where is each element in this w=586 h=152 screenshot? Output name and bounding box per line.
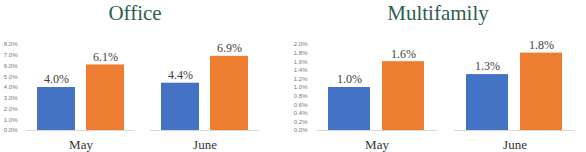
svg-text:6.0%: 6.0% (4, 63, 18, 69)
svg-text:4.0%: 4.0% (44, 72, 69, 86)
svg-text:May: May (365, 137, 389, 152)
svg-text:0.0%: 0.0% (4, 127, 18, 133)
svg-text:1.4%: 1.4% (294, 67, 308, 73)
svg-text:2.0%: 2.0% (294, 41, 308, 47)
svg-text:8.0%: 8.0% (4, 41, 18, 47)
svg-text:1.6%: 1.6% (294, 59, 308, 65)
html-text:Office: Office (108, 1, 162, 25)
svg-text:0.4%: 0.4% (294, 110, 308, 116)
svg-text:June: June (503, 137, 527, 152)
svg-text:7.0%: 7.0% (4, 52, 18, 58)
svg-text:1.8%: 1.8% (294, 50, 308, 56)
svg-text:3.0%: 3.0% (4, 95, 18, 101)
svg-text:1.6%: 1.6% (391, 47, 416, 61)
svg-text:1.0%: 1.0% (4, 117, 18, 123)
svg-text:5.0%: 5.0% (4, 74, 18, 80)
svg-text:0.0%: 0.0% (294, 127, 308, 133)
svg-text:4.4%: 4.4% (168, 68, 193, 82)
svg-text:6.1%: 6.1% (93, 50, 118, 64)
svg-text:2.0%: 2.0% (4, 106, 18, 112)
svg-text:4.0%: 4.0% (4, 84, 18, 90)
svg-text:1.2%: 1.2% (294, 76, 308, 82)
svg-text:1.8%: 1.8% (529, 38, 554, 52)
svg-text:0.6%: 0.6% (294, 102, 308, 108)
svg-text:0.2%: 0.2% (294, 119, 308, 125)
html-text:Multifamily: Multifamily (387, 1, 489, 25)
svg-text:June: June (193, 137, 217, 152)
svg-text:1.0%: 1.0% (337, 72, 362, 86)
svg-text:May: May (69, 137, 93, 152)
svg-text:1.0%: 1.0% (294, 84, 308, 90)
svg-text:1.3%: 1.3% (475, 59, 500, 73)
svg-text:0.8%: 0.8% (294, 93, 308, 99)
svg-text:6.9%: 6.9% (217, 41, 242, 55)
